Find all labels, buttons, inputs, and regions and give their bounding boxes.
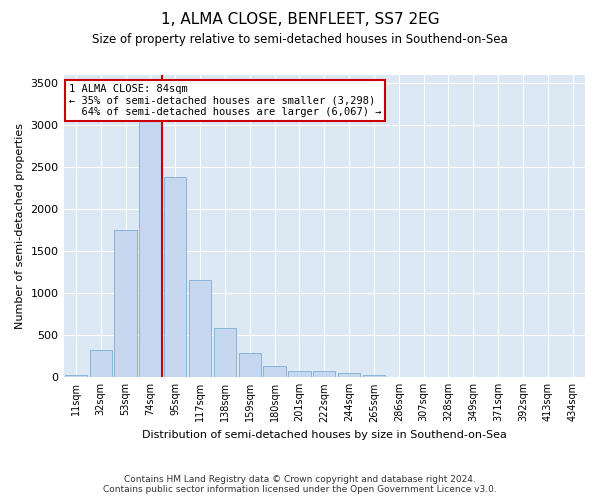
- Bar: [139, 92, 161, 378]
- Bar: [189, 280, 211, 378]
- Text: Size of property relative to semi-detached houses in Southend-on-Sea: Size of property relative to semi-detach…: [92, 32, 508, 46]
- Bar: [115, 230, 137, 378]
- Bar: [263, 366, 286, 378]
- Text: 1 ALMA CLOSE: 84sqm
← 35% of semi-detached houses are smaller (3,298)
  64% of s: 1 ALMA CLOSE: 84sqm ← 35% of semi-detach…: [69, 84, 381, 117]
- Bar: [89, 350, 112, 378]
- Bar: [239, 353, 261, 378]
- Text: 1, ALMA CLOSE, BENFLEET, SS7 2EG: 1, ALMA CLOSE, BENFLEET, SS7 2EG: [161, 12, 439, 28]
- Bar: [338, 372, 360, 378]
- Text: Contains HM Land Registry data © Crown copyright and database right 2024.: Contains HM Land Registry data © Crown c…: [124, 475, 476, 484]
- Bar: [164, 178, 187, 378]
- Y-axis label: Number of semi-detached properties: Number of semi-detached properties: [15, 123, 25, 329]
- Bar: [313, 371, 335, 378]
- Bar: [65, 375, 87, 378]
- Bar: [288, 371, 311, 378]
- Bar: [214, 328, 236, 378]
- Text: Contains public sector information licensed under the Open Government Licence v3: Contains public sector information licen…: [103, 485, 497, 494]
- Bar: [363, 375, 385, 378]
- X-axis label: Distribution of semi-detached houses by size in Southend-on-Sea: Distribution of semi-detached houses by …: [142, 430, 507, 440]
